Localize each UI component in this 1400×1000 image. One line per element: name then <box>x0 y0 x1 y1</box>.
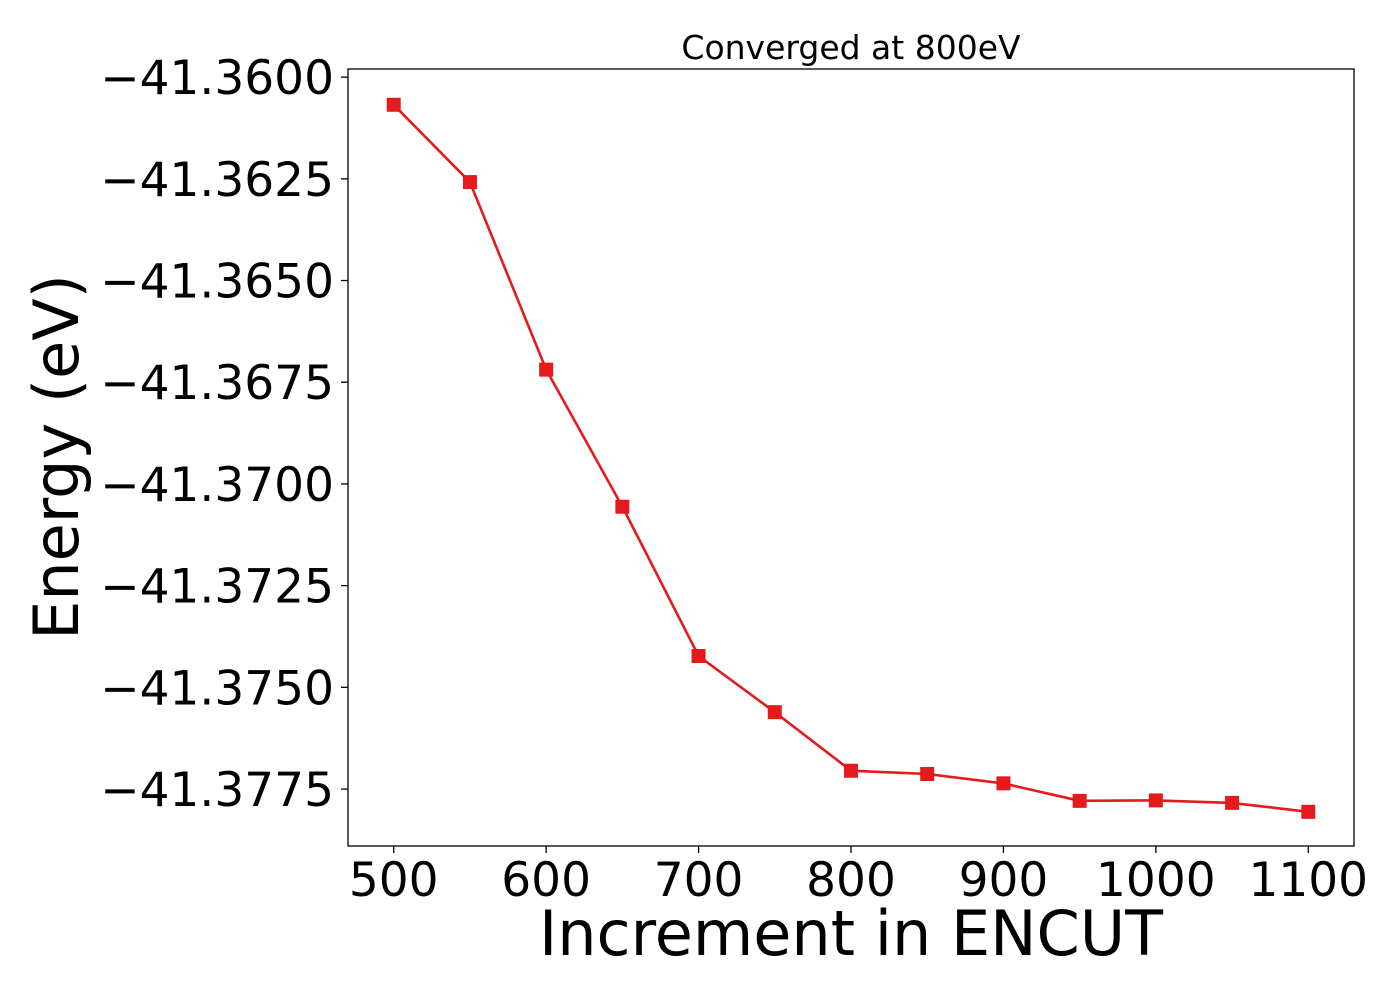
x-tick-label: 700 <box>654 853 744 908</box>
data-point-marker <box>1072 793 1087 808</box>
y-tick-label: −41.3650 <box>100 255 334 310</box>
y-axis-label: Energy (eV) <box>20 274 93 640</box>
data-point-marker <box>1301 804 1316 819</box>
y-tick-label: −41.3775 <box>100 763 334 818</box>
y-tick-label: −41.3675 <box>100 356 334 411</box>
data-point-marker <box>462 175 477 190</box>
y-tick-label: −41.3600 <box>100 51 334 106</box>
data-point-marker <box>615 499 630 514</box>
y-tick-label: −41.3725 <box>100 560 334 615</box>
plot-area-frame <box>347 68 1355 847</box>
data-point-marker <box>1148 793 1163 808</box>
data-point-marker <box>691 649 706 664</box>
data-point-marker <box>920 766 935 781</box>
x-tick-label: 800 <box>806 853 896 908</box>
x-tick-label: 900 <box>959 853 1049 908</box>
x-axis-label: Increment in ENCUT <box>539 897 1164 970</box>
x-tick-label: 1000 <box>1096 853 1216 908</box>
data-point-marker <box>767 705 782 720</box>
chart-title: Converged at 800eV <box>681 28 1021 67</box>
series-layer <box>386 97 1316 819</box>
data-point-marker <box>844 763 858 778</box>
y-axis-ticks: −41.3600 −41.3625 −41.3650 −41.3675 −41.3700… <box>100 51 348 818</box>
data-point-marker <box>539 362 554 377</box>
x-axis-ticks: 500 600 700 800 900 1000 1100 <box>349 846 1368 908</box>
x-tick-label: 500 <box>349 853 439 908</box>
y-tick-label: −41.3625 <box>100 153 334 208</box>
data-point-marker <box>996 776 1011 791</box>
data-point-marker <box>386 97 401 112</box>
series-line <box>392 103 1309 814</box>
y-tick-label: −41.3750 <box>100 661 334 716</box>
data-point-marker <box>1225 795 1240 810</box>
x-tick-label: 600 <box>501 853 591 908</box>
x-tick-label: 1100 <box>1248 853 1368 908</box>
y-tick-label: −41.3700 <box>100 458 334 513</box>
